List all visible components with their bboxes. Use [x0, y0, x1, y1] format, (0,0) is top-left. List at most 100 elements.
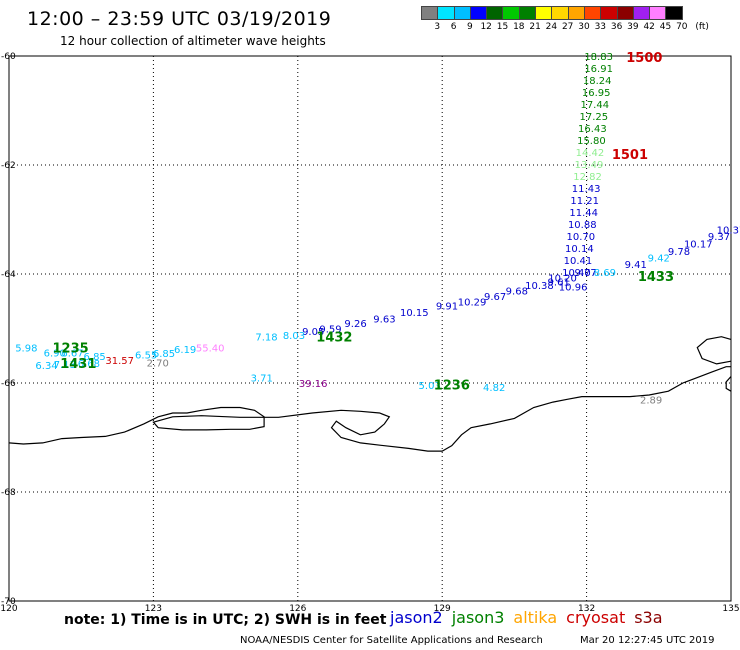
longitude-tick-label: 126	[289, 604, 306, 614]
wave-height-label: 6.68	[78, 359, 100, 370]
longitude-tick-label: 120	[0, 604, 17, 614]
wave-height-label: 7.18	[255, 333, 277, 344]
wave-height-label: 10.17	[684, 239, 713, 250]
wave-height-label: 12.82	[573, 172, 602, 183]
color-scale-tick: 27	[561, 22, 574, 32]
wave-height-label: 8.69	[594, 268, 616, 279]
color-scale-tick: 9	[467, 22, 473, 32]
color-scale-bar	[421, 6, 683, 20]
color-scale-tick: 39	[627, 22, 639, 32]
latitude-tick-label: -60	[1, 52, 16, 62]
wave-height-label: 10.88	[568, 220, 597, 231]
map-subtitle: 12 hour collection of altimeter wave hei…	[60, 34, 326, 48]
color-scale-tick: 30	[578, 22, 590, 32]
color-scale-tick: 6	[450, 22, 457, 32]
longitude-tick-label: 135	[722, 604, 739, 614]
pass-time-label: 1500	[626, 51, 662, 66]
color-scale-tick: 33	[594, 22, 607, 32]
wave-height-label: 9.37	[708, 232, 730, 243]
wave-height-label: 18.83	[584, 52, 613, 63]
wave-height-label: 4.82	[483, 383, 505, 394]
wave-height-label: 2.89	[640, 395, 662, 406]
pass-time-label: 1236	[434, 379, 470, 394]
wave-height-label: 6.67	[61, 348, 83, 359]
wave-height-label: 5.98	[15, 344, 37, 355]
wave-height-label: 10.20	[548, 273, 577, 284]
wave-height-label: 17.25	[579, 112, 608, 123]
wave-height-label: 31.57	[105, 356, 134, 367]
color-scale-tick: 18	[513, 22, 525, 32]
wave-height-label: 10.14	[565, 244, 594, 255]
wave-height-label: 10.96	[559, 283, 588, 294]
pass-time-label: 1235	[53, 342, 89, 357]
color-scale-tick: 36	[610, 22, 623, 32]
wave-height-label: 9.63	[373, 315, 395, 326]
wave-height-label: 10.29	[458, 297, 487, 308]
wave-height-label: 16.43	[578, 124, 607, 135]
legend-item-altika: altika	[513, 608, 558, 627]
legend-item-s3a: s3a	[634, 608, 663, 627]
color-scale-tick: 42	[643, 22, 655, 32]
pass-time-label: 1433	[638, 270, 674, 285]
map-frame	[8, 55, 732, 602]
coastline-island	[725, 376, 732, 392]
longitude-tick-label: 123	[145, 604, 162, 614]
wave-height-label: 16.95	[582, 88, 611, 99]
wave-height-label: 6.90	[44, 348, 66, 359]
wave-height-label: 9.05	[302, 327, 324, 338]
coastline	[8, 366, 731, 452]
pass-time-label: 1431	[60, 357, 96, 372]
wave-height-label: 9.41	[625, 260, 647, 271]
wave-height-label: 10.41	[564, 256, 593, 267]
wave-height-label: 9.77	[575, 268, 597, 279]
wave-height-label: 3.71	[251, 374, 273, 385]
wave-height-label: 14.42	[576, 148, 605, 159]
wave-height-label: 9.42	[648, 254, 670, 265]
wave-height-label: 39.16	[299, 379, 328, 390]
color-scale-tick: 15	[496, 22, 509, 32]
wave-height-label: 6.85	[153, 349, 175, 360]
wave-height-label: 10.70	[567, 232, 596, 243]
pass-time-label: 1501	[612, 148, 648, 163]
legend-item-cryosat: cryosat	[566, 608, 626, 627]
wave-height-label: 9.67	[484, 292, 506, 303]
wave-height-label: 10.15	[400, 308, 429, 319]
footer-note: note: 1) Time is in UTC; 2) SWH is in fe…	[64, 612, 387, 628]
wave-height-label: 13.49	[575, 160, 604, 171]
latitude-tick-label: -68	[1, 488, 16, 498]
color-scale-tick: (ft)	[695, 22, 709, 32]
wave-height-label: 6.85	[84, 352, 106, 363]
coastline-island	[696, 336, 732, 365]
wave-height-label: 9.26	[344, 319, 366, 330]
wave-height-label: 11.44	[569, 208, 598, 219]
wave-height-label: 55.40	[196, 344, 225, 355]
map-title: 12:00 – 23:59 UTC 03/19/2019	[27, 8, 332, 30]
wave-height-label: 5.03	[419, 381, 441, 392]
legend-item-jason3: jason3	[451, 608, 505, 627]
color-scale-tick: 70	[676, 22, 688, 32]
legend-item-jason2: jason2	[390, 608, 443, 627]
wave-height-label: 6.55	[135, 351, 157, 362]
wave-height-label: 7.13	[54, 360, 76, 371]
latitude-tick-label: -64	[1, 270, 16, 280]
wave-height-label: 2.70	[147, 358, 169, 369]
wave-height-label: 10.37	[717, 225, 740, 236]
wave-height-label: 16.91	[584, 64, 613, 75]
satellite-legend: jason2 jason3 altika cryosat s3a	[390, 608, 672, 627]
wave-height-label: 6.19	[174, 345, 196, 356]
latitude-tick-label: -66	[1, 379, 16, 389]
longitude-tick-label: 132	[578, 604, 595, 614]
color-scale-tick: 45	[659, 22, 672, 32]
wave-height-label: 11.43	[572, 184, 601, 195]
wave-height-label: 9.91	[436, 302, 458, 313]
pass-time-label: 1432	[316, 331, 352, 346]
wave-height-label: 8.03	[283, 331, 305, 342]
footer-timestamp: Mar 20 12:27:45 UTC 2019	[580, 635, 715, 646]
latitude-tick-label: -62	[1, 161, 16, 171]
color-swatch-15	[665, 6, 683, 20]
wave-height-label: 15.80	[577, 136, 606, 147]
color-scale-ticks: 3 6 9 12 15 18 21 24 27 30 33 36 39 42 45 70 (ft)	[421, 22, 740, 34]
wave-height-label: 9.68	[506, 286, 528, 297]
wave-height-label: 9.78	[668, 247, 690, 258]
